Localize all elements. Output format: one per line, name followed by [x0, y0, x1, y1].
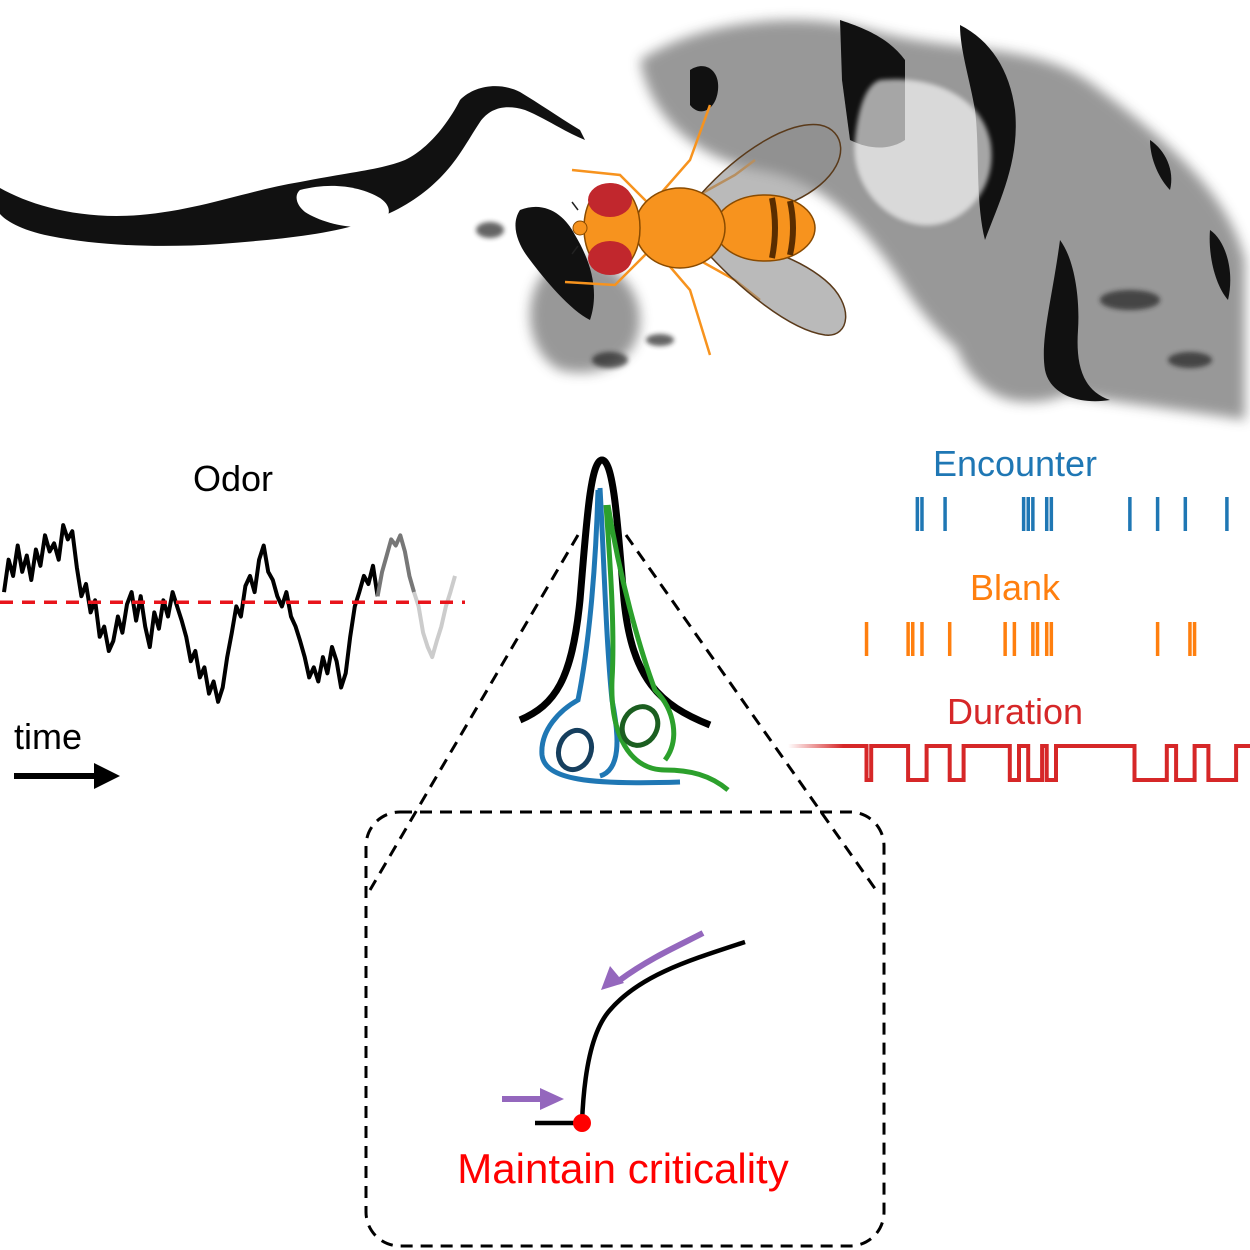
- odor-panel: Odor time: [0, 458, 465, 789]
- odor-trace: [2, 523, 457, 704]
- time-label: time: [14, 716, 82, 757]
- encounter-trace: [788, 497, 1250, 533]
- duration-trace: [788, 744, 1250, 782]
- olfactory-sensillum-icon: [518, 456, 730, 792]
- inset-box: [364, 810, 886, 1248]
- blank-panel: Blank: [788, 567, 1250, 658]
- critical-point: [573, 1114, 591, 1132]
- zoom-inset: Maintain criticality: [364, 534, 886, 1248]
- odor-trace-fade: [375, 533, 416, 597]
- odor-label: Odor: [193, 458, 273, 499]
- encounter-panel: Encounter: [788, 443, 1250, 533]
- encounter-label: Encounter: [933, 443, 1097, 484]
- time-arrow-icon: [14, 763, 120, 789]
- duration-panel: Duration: [788, 691, 1250, 782]
- blank-trace: [788, 622, 1250, 658]
- odor-trace-main: [2, 523, 380, 704]
- odor-trace-fade: [412, 575, 457, 660]
- bifurcation-curve: [535, 939, 746, 1126]
- blue-neuron-nucleus: [555, 727, 595, 773]
- green-neuron-nucleus: [619, 704, 661, 748]
- fly-icon: [564, 104, 847, 356]
- blank-label: Blank: [970, 567, 1061, 608]
- criticality-label: Maintain criticality: [457, 1145, 788, 1192]
- odor-plume: [0, 20, 1245, 420]
- duration-square-wave: [788, 744, 1250, 782]
- duration-label: Duration: [947, 691, 1083, 732]
- feedback-arrow-icon: [502, 930, 705, 1110]
